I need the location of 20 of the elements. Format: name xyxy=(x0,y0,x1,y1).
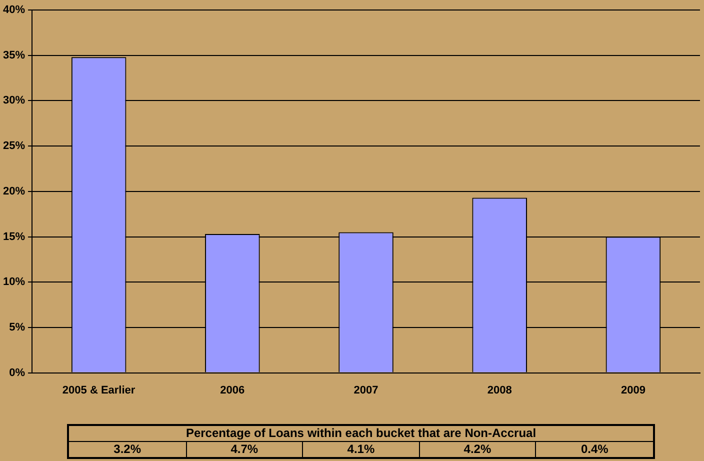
text: 4.1% xyxy=(302,442,420,458)
y-tick-label: 20% xyxy=(2,185,26,198)
text: 0.4% xyxy=(536,442,654,458)
y-tick-label: 5% xyxy=(9,321,26,334)
x-tick-label: 2009 xyxy=(620,384,646,396)
x-tick-label: 2007 xyxy=(354,384,378,396)
y-tick-label: 30% xyxy=(2,94,26,107)
x-tick-label: 2008 xyxy=(487,384,512,396)
y-tick-label: 25% xyxy=(2,140,26,152)
text: 3.2% xyxy=(68,442,186,458)
y-tick-label: 15% xyxy=(2,230,26,243)
text: 4.7% xyxy=(186,442,303,458)
x-tick-label: 2005 & Earlier xyxy=(62,384,136,396)
y-tick-label: 0% xyxy=(9,366,26,379)
y-tick-label: 10% xyxy=(2,276,26,288)
text: Percentage of Loans within each bucket that are Non-Accrual xyxy=(68,425,654,442)
y-tick-label: 40% xyxy=(2,4,26,16)
y-tick-label: 35% xyxy=(2,49,26,62)
text: 4.2% xyxy=(419,442,536,458)
x-tick-label: 2006 xyxy=(220,384,245,396)
